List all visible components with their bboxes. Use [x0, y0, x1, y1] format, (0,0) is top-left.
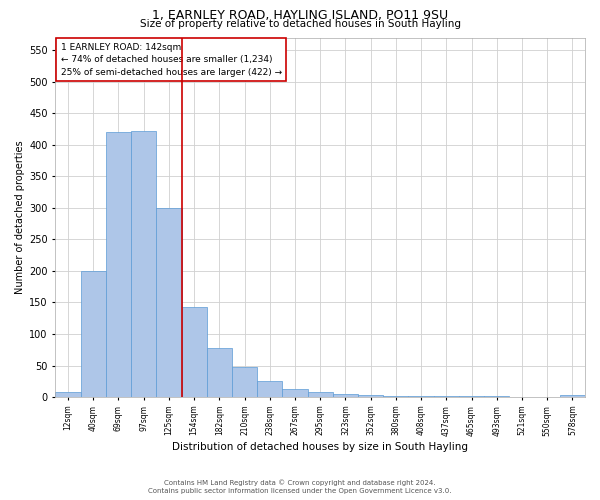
Bar: [106, 132, 131, 397]
Bar: [80, 271, 106, 397]
Bar: [308, 392, 333, 397]
Bar: [484, 396, 509, 397]
Bar: [55, 392, 80, 397]
Bar: [157, 208, 182, 397]
Bar: [257, 382, 283, 397]
Bar: [560, 395, 585, 397]
Bar: [459, 396, 484, 397]
Text: Size of property relative to detached houses in South Hayling: Size of property relative to detached ho…: [139, 19, 461, 29]
Bar: [434, 396, 459, 397]
Text: 1, EARNLEY ROAD, HAYLING ISLAND, PO11 9SU: 1, EARNLEY ROAD, HAYLING ISLAND, PO11 9S…: [152, 9, 448, 22]
Text: 1 EARNLEY ROAD: 142sqm
← 74% of detached houses are smaller (1,234)
25% of semi-: 1 EARNLEY ROAD: 142sqm ← 74% of detached…: [61, 43, 282, 77]
Bar: [333, 394, 358, 397]
Bar: [232, 367, 257, 397]
Bar: [207, 348, 232, 397]
X-axis label: Distribution of detached houses by size in South Hayling: Distribution of detached houses by size …: [172, 442, 468, 452]
Bar: [409, 396, 434, 397]
Text: Contains HM Land Registry data © Crown copyright and database right 2024.
Contai: Contains HM Land Registry data © Crown c…: [148, 480, 452, 494]
Bar: [131, 131, 157, 397]
Bar: [182, 307, 207, 397]
Bar: [358, 395, 383, 397]
Y-axis label: Number of detached properties: Number of detached properties: [15, 140, 25, 294]
Bar: [383, 396, 409, 397]
Bar: [283, 390, 308, 397]
